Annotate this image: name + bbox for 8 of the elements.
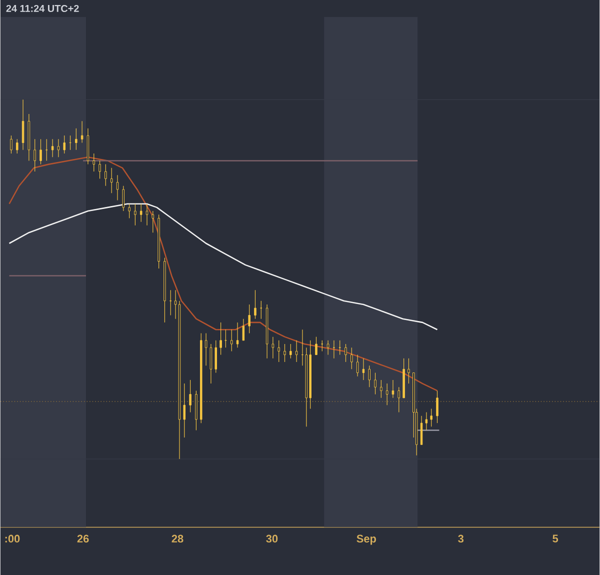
x-tick-label: 3 — [458, 534, 464, 542]
x-tick-label: 26 — [77, 534, 89, 542]
x-tick-label: 5 — [552, 534, 558, 542]
x-tick-label: 28 — [172, 534, 184, 542]
x-tick-label: 30 — [266, 534, 278, 542]
x-tick-label: :00 — [5, 534, 20, 542]
text: 24 11:24 UTC+2 — [6, 4, 79, 12]
x-tick-label: Sep — [356, 534, 376, 545]
